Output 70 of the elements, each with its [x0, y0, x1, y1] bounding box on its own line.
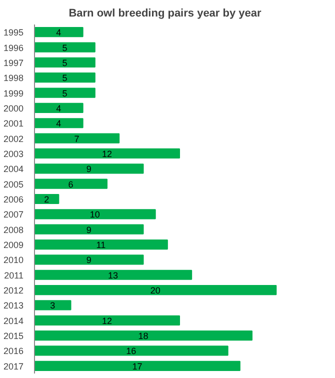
bar — [34, 118, 84, 128]
bar — [34, 209, 156, 220]
bar — [34, 346, 228, 356]
data-label: 5 — [62, 73, 68, 84]
y-tick-label: 2015 — [3, 331, 24, 342]
bar — [34, 57, 96, 68]
bar — [34, 27, 84, 38]
y-tick-label: 2011 — [4, 270, 24, 280]
data-label: 17 — [132, 361, 142, 372]
bar — [34, 194, 60, 204]
data-label: 9 — [86, 255, 92, 266]
y-tick-label: 2006 — [3, 194, 24, 204]
data-label: 12 — [102, 148, 112, 159]
bar — [34, 300, 72, 310]
chart-title: Barn owl breeding pairs year by year — [68, 8, 262, 20]
bar — [34, 164, 144, 174]
y-tick-label: 1997 — [3, 58, 24, 68]
bar — [34, 224, 144, 234]
bar — [34, 72, 96, 83]
data-label: 20 — [150, 286, 160, 296]
bar — [34, 254, 144, 265]
y-tick-label: 2010 — [3, 255, 24, 266]
data-label: 5 — [62, 58, 68, 68]
bar — [34, 178, 108, 189]
y-tick-label: 1998 — [3, 73, 24, 84]
data-label: 13 — [108, 270, 118, 280]
y-tick-label: 1996 — [3, 42, 24, 53]
data-label: 10 — [90, 210, 100, 220]
bar — [34, 360, 240, 371]
data-label: 2 — [44, 194, 50, 204]
data-label: 9 — [86, 224, 92, 235]
bar — [34, 133, 120, 144]
data-label: 4 — [56, 28, 62, 38]
data-label: 18 — [138, 331, 148, 342]
data-label: 9 — [86, 164, 92, 174]
y-tick-label: 2014 — [3, 316, 24, 326]
y-tick-label: 2007 — [3, 210, 24, 220]
data-label: 6 — [68, 179, 74, 190]
bar — [34, 330, 252, 341]
y-tick-label: 1995 — [3, 28, 24, 38]
data-label: 5 — [62, 42, 68, 53]
bar — [34, 239, 168, 250]
bar — [34, 42, 96, 52]
bar — [34, 315, 180, 326]
data-label: 7 — [74, 134, 80, 144]
y-tick-label: 2005 — [3, 179, 24, 190]
bar — [34, 270, 192, 280]
bar — [34, 284, 277, 296]
y-tick-label: 2012 — [3, 286, 24, 296]
bar — [34, 88, 96, 98]
data-label: 11 — [96, 240, 106, 250]
y-tick-label: 2009 — [3, 240, 24, 250]
y-tick-label: 2013 — [3, 300, 24, 311]
data-label: 12 — [102, 316, 112, 326]
y-tick-label: 2002 — [3, 134, 24, 144]
bar — [34, 102, 84, 114]
y-tick-label: 2004 — [3, 164, 24, 174]
data-label: 5 — [62, 88, 68, 98]
data-label: 4 — [56, 103, 62, 114]
y-tick-label: 2001 — [3, 118, 24, 129]
data-label: 3 — [50, 300, 56, 311]
data-label: 4 — [56, 118, 62, 129]
y-tick-label: 2017 — [3, 361, 24, 372]
y-tick-label: 2000 — [3, 103, 24, 114]
y-tick-label: 2008 — [3, 224, 24, 235]
data-label: 16 — [126, 346, 136, 356]
y-tick-label: 1999 — [3, 88, 24, 98]
y-tick-label: 2016 — [3, 346, 24, 356]
y-tick-label: 2003 — [3, 148, 24, 159]
bar — [34, 148, 180, 159]
